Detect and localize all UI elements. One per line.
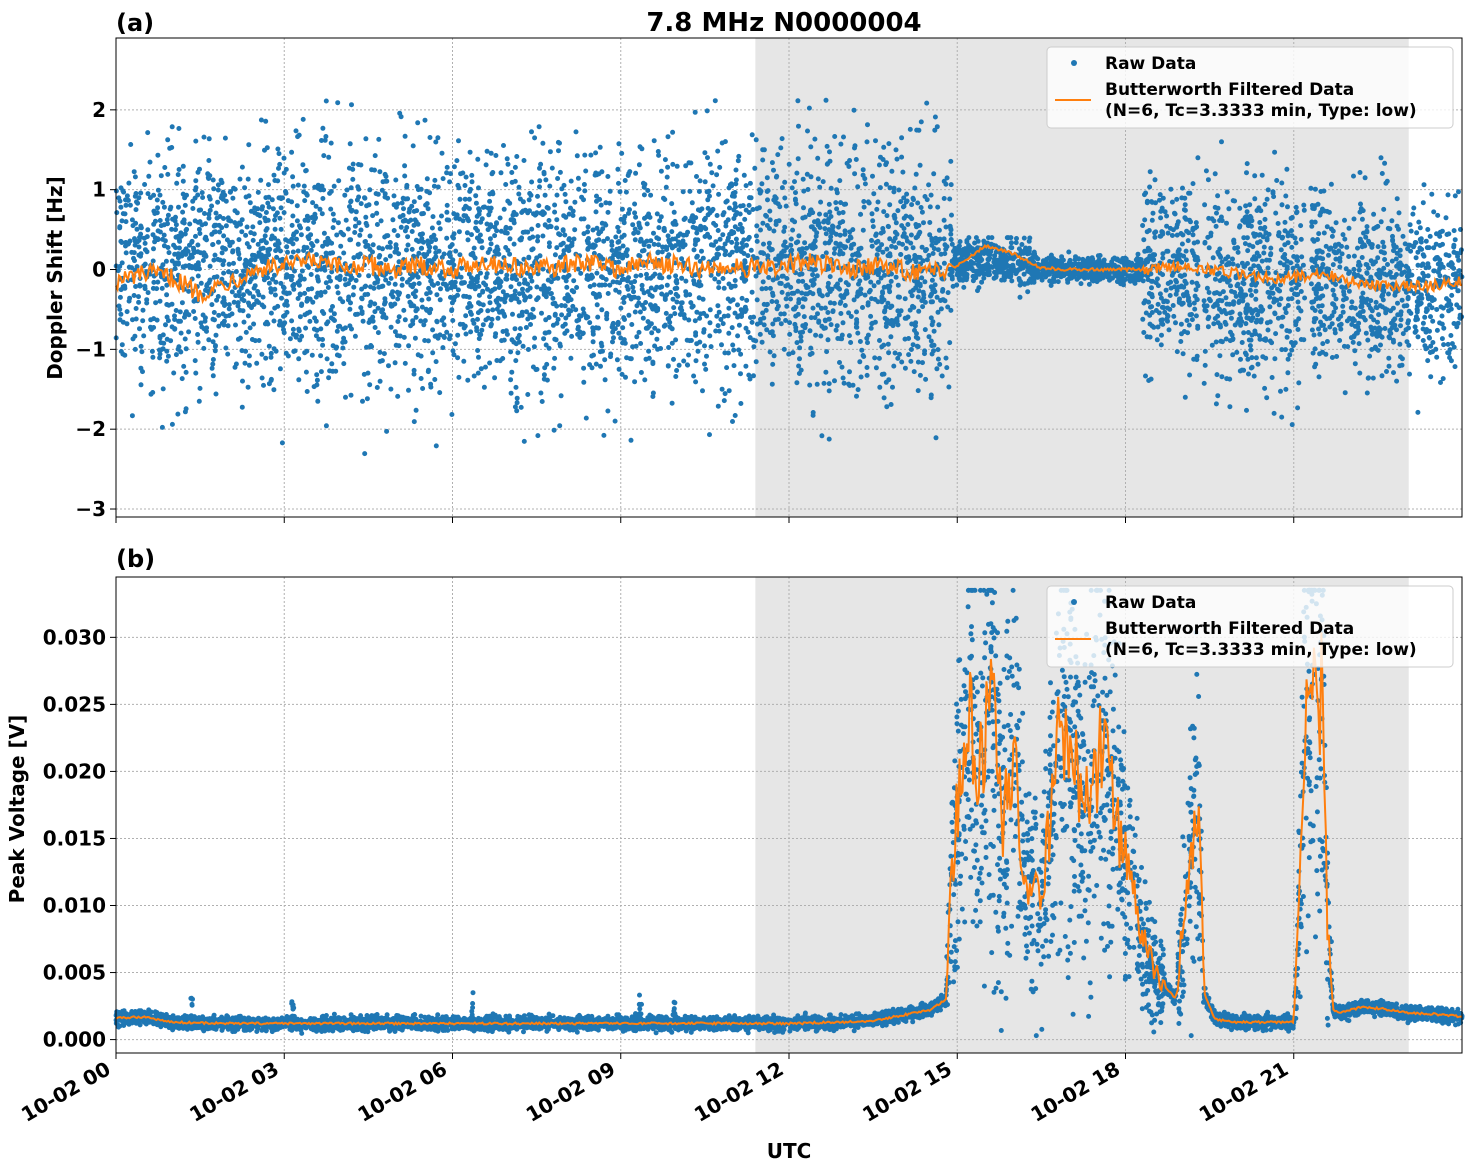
chart-title: 7.8 MHz N0000004 [646,8,921,38]
panel-a-x-ticks [115,517,1295,523]
panel-a-doppler-shift: −3 −2 −1 0 1 2 (a) 7.8 MHz N0000004 Doppler S… [43,8,1465,523]
panel-a-raw-points [113,97,1465,457]
panel-b-label: (b) [116,545,155,573]
panel-a-y-axis-label: Doppler Shift [Hz] [43,176,67,380]
x-tick-label: 10-02 03 [185,1057,283,1127]
legend-raw-label: Raw Data [1105,593,1196,613]
panel-b-legend: Raw Data Butterworth Filtered Data(N=6, T… [1046,585,1454,668]
y-tick-label: 0.005 [43,961,106,985]
panel-a-legend: Raw Data Butterworth Filtered Data(N=6, T… [1046,46,1454,129]
y-tick-label: 0.010 [43,894,106,918]
panel-b-raw-points [113,587,1465,1039]
legend-filtered-params: (N=6, Tc=3.3333 min, Type: low) [1105,101,1417,121]
x-tick-label: 10-02 12 [690,1057,788,1127]
legend-box [1046,46,1454,129]
panel-a-label: (a) [116,9,154,37]
y-tick-label: 0 [92,258,106,282]
y-tick-label: −3 [75,497,106,521]
legend-filtered-label: Butterworth Filtered Data [1105,619,1354,639]
x-tick-label: 10-02 09 [522,1057,620,1127]
legend-box [1046,585,1454,668]
panel-a-filtered-line [115,243,1463,305]
y-tick-label: 2 [92,98,106,122]
panel-b-grid [115,577,1462,1053]
y-tick-label: −1 [75,337,106,361]
panel-b-y-ticks: 0.000 0.005 0.010 0.015 0.020 0.025 0.030 [43,625,116,1052]
x-tick-label: 10-02 18 [1026,1057,1124,1127]
y-tick-label: −2 [75,417,106,441]
raw-data-points [113,97,1465,457]
raw-data-points [113,587,1465,1039]
legend-raw-marker [1071,599,1077,605]
y-tick-label: 0.020 [43,759,106,783]
panel-b-peak-voltage: 0.000 0.005 0.010 0.015 0.020 0.025 0.030 10-0… [5,545,1465,1127]
y-tick-label: 0.025 [43,692,106,716]
x-axis-label: UTC [767,1139,812,1163]
y-tick-label: 0.015 [43,826,106,850]
legend-raw-label: Raw Data [1105,54,1196,74]
y-tick-label: 1 [92,178,106,202]
legend-filtered-params: (N=6, Tc=3.3333 min, Type: low) [1105,640,1417,660]
y-tick-label: 0.000 [43,1028,106,1052]
legend-raw-marker [1071,60,1077,66]
panel-b-y-axis-label: Peak Voltage [V] [5,715,29,904]
panel-a-y-ticks: −3 −2 −1 0 1 2 [75,98,116,521]
panel-b-filtered-line [115,632,1463,1027]
y-tick-label: 0.030 [43,625,106,649]
legend-filtered-label: Butterworth Filtered Data [1105,80,1354,100]
x-tick-label: 10-02 21 [1195,1057,1293,1127]
x-tick-label: 10-02 06 [353,1057,451,1127]
x-tick-label: 10-02 00 [17,1057,115,1127]
x-tick-label: 10-02 15 [858,1057,956,1127]
panel-b-x-ticks: 10-02 00 10-02 03 10-02 06 10-02 09 10-02 12… [17,1053,1295,1127]
